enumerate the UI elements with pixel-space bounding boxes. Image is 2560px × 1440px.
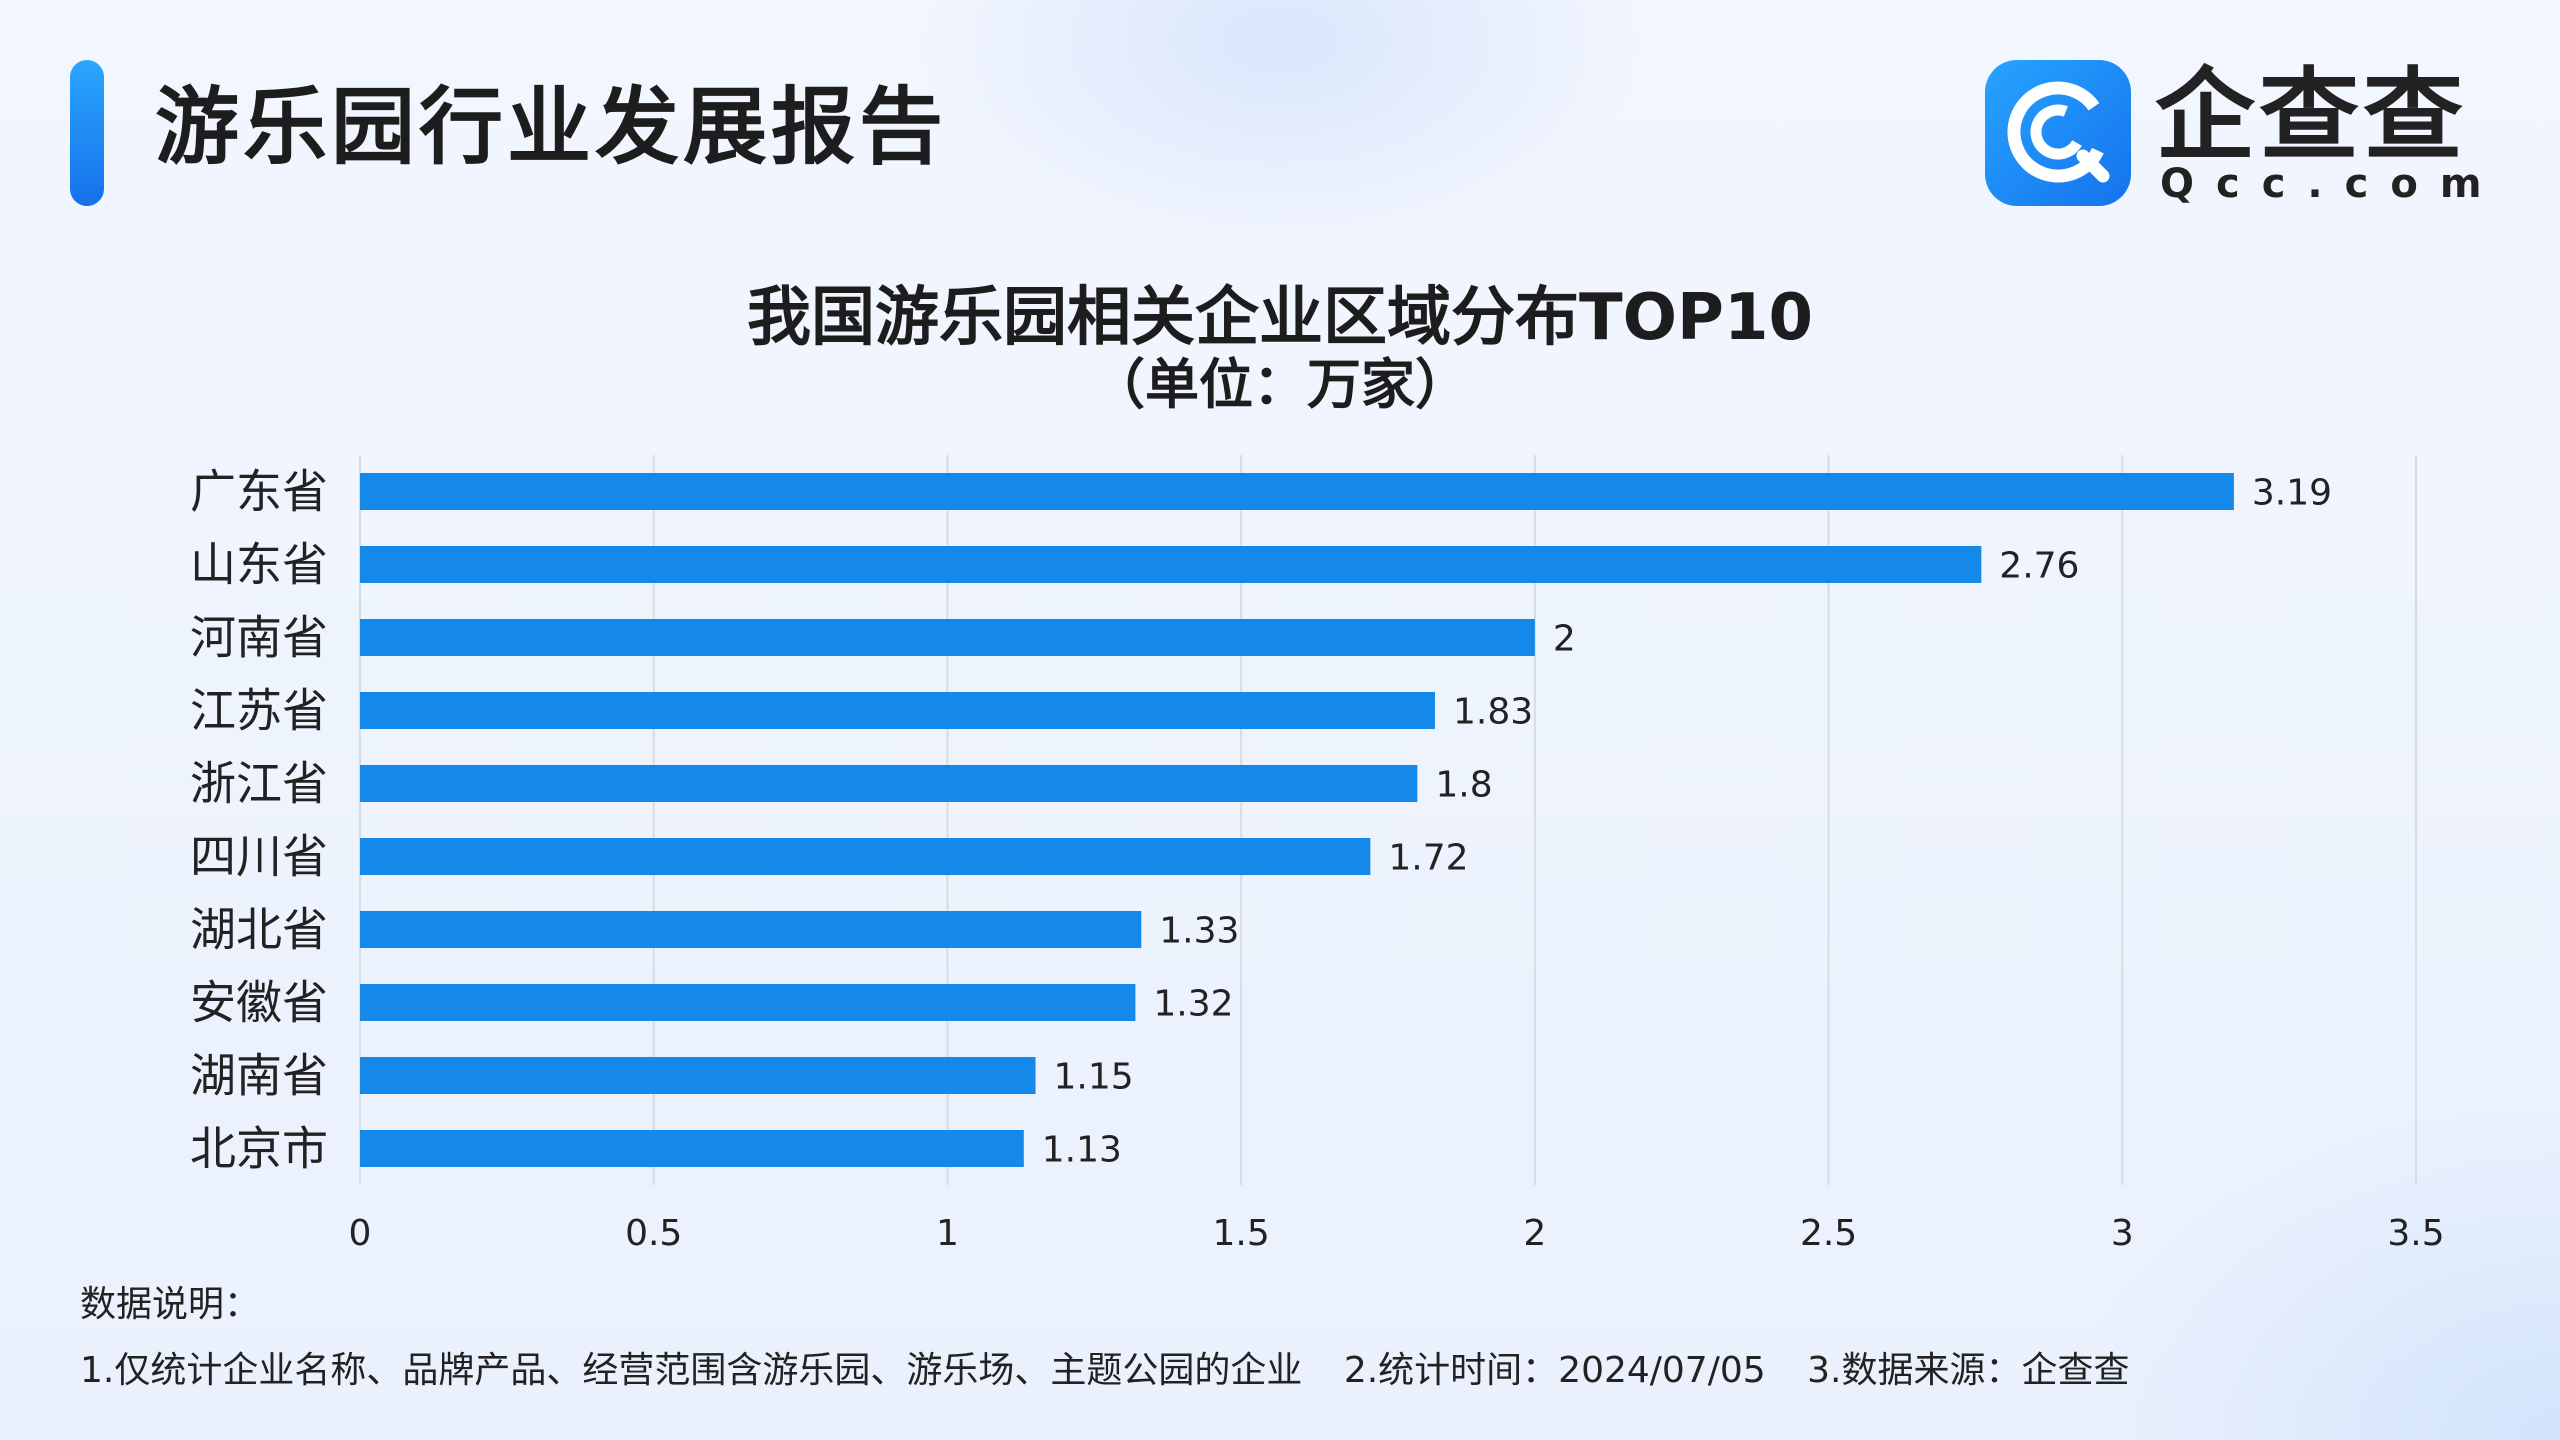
note-item: 3.数据来源：企查查	[1807, 1350, 2130, 1391]
title-accent-bar	[70, 60, 104, 206]
bar	[360, 692, 1435, 729]
bar	[360, 838, 1371, 875]
data-label: 1.32	[1153, 984, 1233, 1025]
note-item: 2.统计时间：2024/07/05	[1343, 1350, 1766, 1391]
category-label: 山东省	[190, 538, 328, 592]
category-label: 河南省	[190, 611, 328, 665]
x-tick-label: 3.5	[2387, 1213, 2444, 1254]
bar	[360, 911, 1142, 948]
category-label: 浙江省	[190, 757, 328, 811]
category-label: 四川省	[190, 830, 328, 884]
category-label: 广东省	[190, 465, 328, 519]
logo-subtext: Qcc.com	[2160, 161, 2504, 207]
category-label: 江苏省	[190, 684, 328, 738]
category-label: 湖北省	[190, 903, 328, 957]
x-tick-label: 2	[1523, 1213, 1546, 1254]
x-tick-label: 0	[349, 1213, 372, 1254]
report-title: 游乐园行业发展报告	[155, 78, 948, 176]
data-label: 1.72	[1388, 838, 1468, 879]
data-label: 3.19	[2252, 473, 2332, 514]
data-label: 1.8	[1435, 765, 1492, 806]
data-label: 1.15	[1054, 1057, 1134, 1098]
bar	[360, 546, 1982, 583]
x-tick-label: 3	[2111, 1213, 2134, 1254]
chart-title: 我国游乐园相关企业区域分布TOP10	[746, 281, 1814, 355]
bar	[360, 765, 1418, 802]
data-label: 2.76	[1999, 546, 2079, 587]
bar	[360, 619, 1535, 656]
logo-name: 企查查	[2155, 57, 2467, 174]
qcc-logo-icon	[1985, 60, 2131, 206]
bar	[360, 984, 1136, 1021]
bar	[360, 1130, 1024, 1167]
x-tick-label: 1	[936, 1213, 959, 1254]
note-item: 1.仅统计企业名称、品牌产品、经营范围含游乐园、游乐场、主题公园的企业	[80, 1350, 1303, 1391]
x-tick-label: 1.5	[1213, 1213, 1270, 1254]
data-label: 1.83	[1453, 692, 1533, 733]
bar-chart: 0 0.5 1 1.5 2 2.5 3 3.5 广东省 3.19 山东省 2.76 河南省 2 江苏省 1.8…	[190, 455, 2445, 1254]
x-tick-label: 0.5	[625, 1213, 682, 1254]
category-label: 安徽省	[190, 976, 328, 1030]
notes-line: 1.仅统计企业名称、品牌产品、经营范围含游乐园、游乐场、主题公园的企业 2.统计…	[80, 1348, 2159, 1394]
data-label: 1.33	[1159, 911, 1239, 952]
chart-subtitle: （单位：万家）	[1091, 353, 1469, 416]
data-label: 1.13	[1042, 1130, 1122, 1171]
data-label: 2	[1553, 619, 1576, 660]
category-label: 北京市	[190, 1122, 328, 1176]
notes-title: 数据说明：	[80, 1284, 261, 1325]
bar	[360, 1057, 1036, 1094]
category-label: 湖南省	[190, 1049, 328, 1103]
x-tick-label: 2.5	[1800, 1213, 1857, 1254]
bar	[360, 473, 2234, 510]
